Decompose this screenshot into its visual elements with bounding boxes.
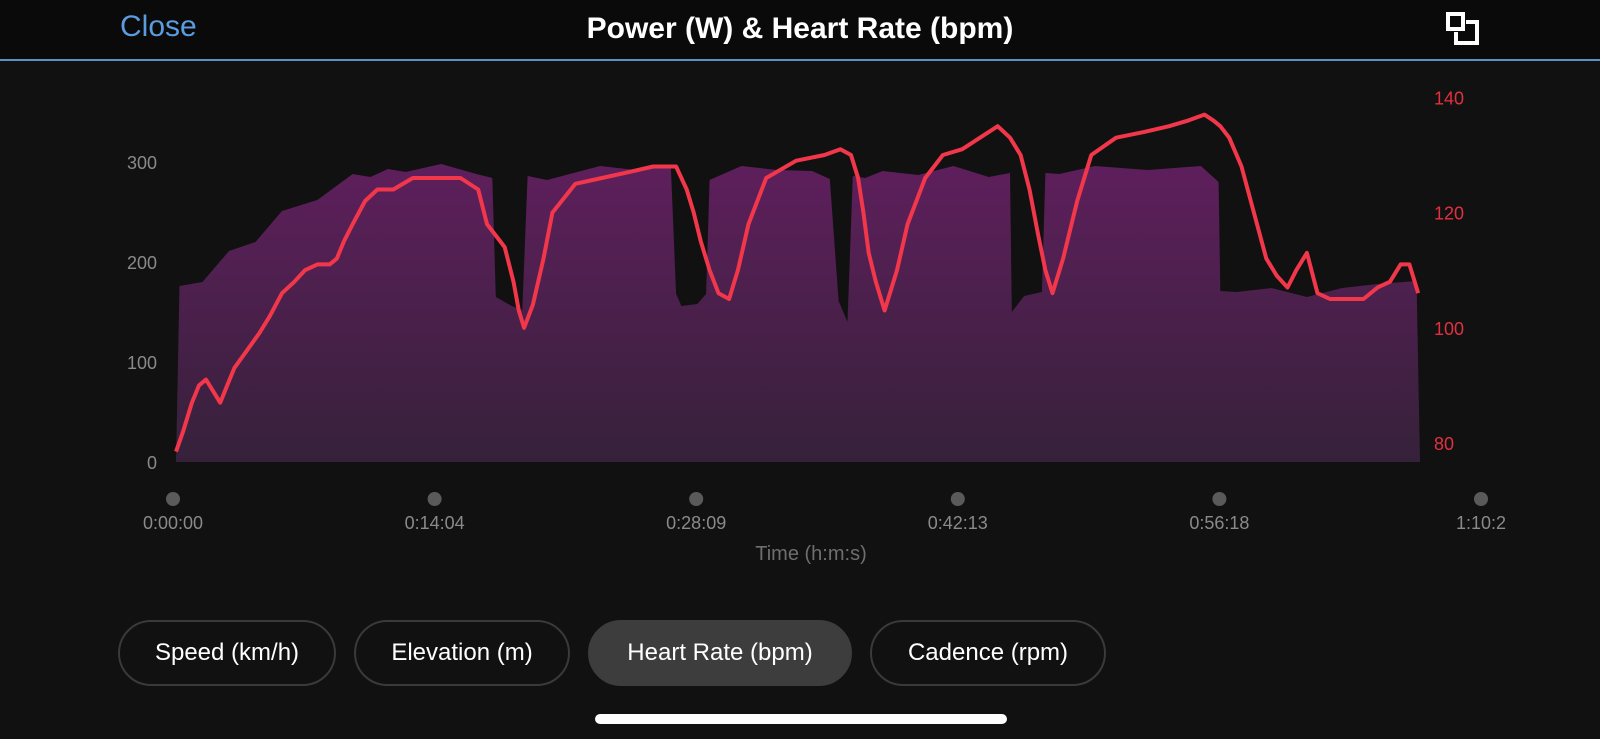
x-tick-dot [1474, 492, 1488, 506]
x-tick-dot [689, 492, 704, 506]
y-right-tick-label: 120 [1434, 204, 1464, 224]
x-tick-dot [1212, 492, 1227, 506]
power-area [176, 164, 1420, 462]
y-left-tick-label: 0 [147, 453, 157, 473]
tab-speed[interactable]: Speed (km/h) [118, 620, 336, 686]
top-bar: Close Power (W) & Heart Rate (bpm) [0, 0, 1600, 61]
x-tick-label: 0:00:00 [143, 513, 203, 533]
fullscreen-icon[interactable] [1446, 12, 1480, 46]
tab-elevation[interactable]: Elevation (m) [354, 620, 570, 686]
chart-area[interactable]: 0 100 200 300 80 100 120 140 0:00:00 0:14:04 0:2… [0, 62, 1600, 582]
x-tick-dot [427, 492, 442, 506]
x-tick-dot [166, 492, 180, 506]
x-tick-label: 0:56:18 [1189, 513, 1249, 533]
x-tick-label: 0:42:13 [928, 513, 988, 533]
y-right-tick-label: 80 [1434, 434, 1454, 454]
metric-tabs: Speed (km/h) Elevation (m) Heart Rate (b… [118, 620, 1106, 688]
y-left-tick-label: 300 [127, 153, 157, 173]
y-right-tick-label: 100 [1434, 319, 1464, 339]
x-tick-label: 1:10:2 [1456, 513, 1506, 533]
tab-cadence[interactable]: Cadence (rpm) [870, 620, 1106, 686]
y-right-tick-label: 140 [1434, 88, 1464, 108]
power-heart-rate-chart[interactable]: 0 100 200 300 80 100 120 140 0:00:00 0:14:04 0:2… [0, 62, 1600, 582]
close-button[interactable]: Close [120, 10, 197, 43]
page-title: Power (W) & Heart Rate (bpm) [586, 12, 1014, 45]
x-tick-dot [950, 492, 965, 506]
heart-rate-line [174, 112, 1421, 453]
home-indicator[interactable] [595, 714, 1007, 724]
tab-heart-rate[interactable]: Heart Rate (bpm) [588, 620, 852, 686]
x-tick-label: 0:28:09 [666, 513, 726, 533]
x-axis-label: Time (h:m:s) [755, 543, 866, 565]
y-left-tick-label: 200 [127, 253, 157, 273]
x-tick-label: 0:14:04 [405, 513, 465, 533]
y-left-tick-label: 100 [127, 353, 157, 373]
